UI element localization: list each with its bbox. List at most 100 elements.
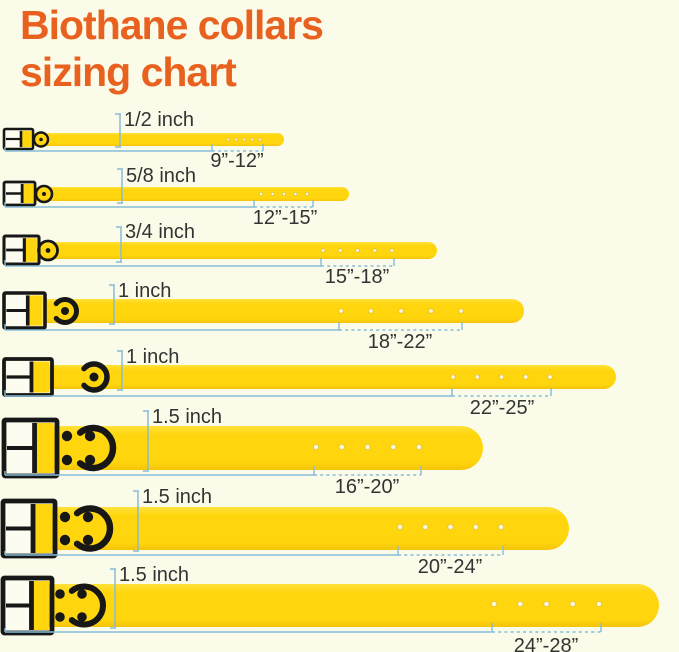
hole — [474, 374, 480, 380]
hole — [428, 308, 434, 314]
hole — [250, 137, 254, 142]
buckle-strap-slot — [27, 295, 43, 326]
buckle — [2, 127, 35, 151]
hole — [389, 248, 395, 253]
d-ring-icon — [68, 583, 106, 628]
rivet-icon — [84, 454, 96, 466]
ring-pin-icon — [39, 137, 43, 142]
hole — [258, 191, 263, 196]
buckle-strap-slot — [33, 504, 52, 553]
width-label: 1.5 inch — [142, 486, 212, 508]
hole — [458, 308, 464, 314]
width-measure-line — [117, 168, 123, 204]
collar-row: 5/8 inch 12”-15” — [2, 165, 349, 229]
length-measure-bracket — [4, 144, 264, 152]
length-measure-bracket — [4, 200, 314, 208]
rivet-icon — [59, 534, 71, 546]
width-label: 1 inch — [118, 280, 171, 302]
d-ring-icon — [73, 505, 114, 552]
keeper-ring-icon — [37, 239, 59, 262]
hole — [523, 374, 529, 380]
rivet-icon — [61, 454, 73, 466]
length-measure-bracket — [4, 546, 504, 556]
width-measure-line — [109, 284, 115, 325]
title-line-1: Biothane collars — [20, 2, 324, 48]
width-label: 1.5 inch — [119, 564, 189, 586]
collar-strap — [34, 133, 285, 146]
size-range-label: 16”-20” — [335, 476, 399, 498]
length-measure-bracket — [4, 623, 602, 633]
hole — [447, 524, 454, 531]
size-range-label: 15”-18” — [325, 266, 389, 288]
buckle-frame — [1, 417, 60, 479]
hole — [450, 374, 456, 380]
width-measure-line — [116, 226, 122, 263]
hole — [270, 191, 275, 196]
d-ring-icon — [76, 424, 117, 472]
length-measure-bracket — [4, 258, 395, 267]
width-label: 1 inch — [126, 346, 179, 368]
buckle-strap-slot — [34, 423, 54, 473]
hole — [368, 308, 374, 314]
width-measure-line — [117, 350, 123, 391]
hole — [569, 601, 576, 608]
width-measure-line — [143, 410, 149, 472]
hole — [234, 137, 238, 142]
buckle-frame — [0, 575, 55, 636]
adjustment-holes — [312, 443, 422, 450]
buckle — [2, 291, 47, 330]
hole — [304, 191, 309, 196]
buckle-frame — [2, 291, 47, 330]
collar-strap — [28, 426, 483, 470]
hole — [258, 137, 262, 142]
ring-pin-icon — [61, 307, 69, 315]
rivet-icon — [59, 511, 71, 523]
hole — [517, 601, 524, 608]
width-label: 1.5 inch — [152, 406, 222, 428]
buckle — [1, 417, 60, 479]
hole — [355, 248, 360, 253]
collar-row: 1.5 inch 16”-20” — [1, 406, 483, 498]
d-ring-icon — [81, 361, 110, 393]
hole — [364, 443, 371, 450]
adjustment-holes — [320, 248, 395, 253]
adjustment-holes — [396, 524, 504, 531]
rivet-icon — [82, 511, 94, 523]
width-measure-line — [110, 568, 116, 629]
size-range-label: 24”-28” — [514, 635, 578, 652]
buckle-strap-slot — [22, 184, 33, 203]
hole — [422, 524, 429, 531]
hole — [490, 601, 497, 608]
collar-strap — [26, 584, 659, 627]
length-measure-bracket — [4, 466, 422, 476]
hole — [338, 443, 345, 450]
ring-pin-icon — [89, 372, 99, 382]
width-measure-line — [115, 113, 121, 148]
width-measure-line — [133, 490, 139, 552]
hole — [312, 443, 319, 450]
hole — [281, 191, 286, 196]
adjustment-holes — [258, 191, 309, 196]
collar-row: 1.5 inch 24”-28” — [0, 564, 659, 652]
hole — [320, 248, 326, 253]
hole — [498, 374, 505, 380]
adjustment-holes — [450, 374, 553, 380]
size-range-label: 18”-22” — [368, 331, 432, 353]
rivet-icon — [55, 612, 65, 622]
buckle-strap-slot — [20, 130, 32, 148]
rivet-icon — [55, 589, 65, 599]
hole — [472, 524, 479, 531]
hole — [338, 248, 343, 253]
buckle-strap-slot — [24, 238, 37, 262]
hole — [390, 443, 397, 450]
buckle-strap-slot — [31, 581, 49, 630]
length-measure-bracket — [4, 322, 463, 331]
hole — [497, 524, 504, 531]
size-range-label: 20”-24” — [418, 556, 482, 578]
hole — [543, 601, 550, 608]
buckle-strap-slot — [31, 361, 50, 393]
d-ring-icon — [53, 297, 79, 325]
buckle-frame — [0, 498, 58, 559]
hole — [547, 374, 553, 380]
